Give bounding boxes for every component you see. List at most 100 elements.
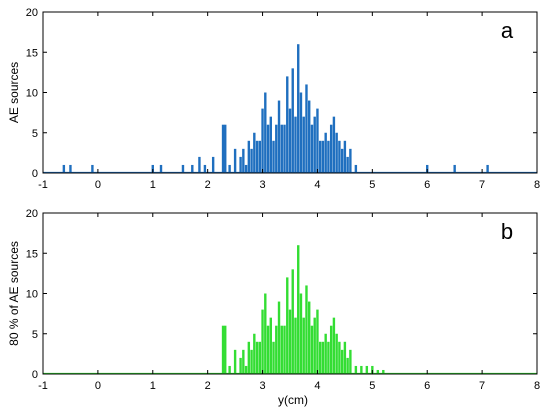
panel-b-bar [264, 293, 267, 374]
panel-b-bar [253, 333, 256, 374]
panel-b-bar [313, 317, 316, 374]
panel-b-bar [316, 309, 319, 374]
panel-b-bar [321, 341, 325, 374]
panel-a-bar [302, 116, 305, 173]
panel-a-bar [308, 100, 311, 173]
panel-b-bar [255, 341, 259, 374]
panel-b-y-tick-label: 20 [26, 208, 38, 220]
panel-b-bar [228, 365, 231, 374]
panel-b-bar [343, 341, 347, 374]
panel-a-bar [258, 140, 262, 173]
panel-b-bar [382, 369, 385, 374]
panel-a-bar [283, 124, 286, 173]
panel-a-bar [327, 140, 330, 173]
panel-b-bar [338, 341, 341, 374]
panel-b-x-tick-label: 5 [369, 380, 375, 392]
panel-a-x-tick-label: 6 [424, 179, 430, 191]
panel-a-panel-label: a [501, 18, 514, 43]
panel-a-bar [239, 156, 242, 173]
panel-b-bar [318, 341, 322, 374]
panel-b-bar [261, 309, 264, 374]
panel-a-bar [321, 140, 325, 173]
panel-b-x-tick-label: -1 [38, 380, 48, 392]
panel-b-bar [302, 317, 305, 374]
panel-b-bar [332, 317, 336, 374]
panel-b-bar [275, 325, 278, 374]
panel-b-bar [329, 325, 333, 374]
panel-b-bar [280, 325, 283, 374]
panel-a-bar [244, 164, 248, 173]
panel-a-bar [294, 116, 297, 173]
panel-a-x-tick-label: 4 [314, 179, 320, 191]
panel-b-x-tick-label: 8 [534, 380, 540, 392]
panel-b-y-tick-label: 5 [32, 329, 38, 341]
panel-a-bar [343, 140, 347, 173]
panel-a-bar [299, 92, 303, 173]
panel-a-bar [253, 132, 256, 173]
panel-a-bar [318, 140, 322, 173]
panel-a-y-tick-label: 5 [32, 128, 38, 140]
panel-a-bar [305, 84, 308, 173]
panel-b-bar [294, 317, 297, 374]
panel-a-bar [272, 140, 275, 173]
panel-a-bar [198, 156, 201, 173]
panel-a-y-axis-label: AE sources [7, 62, 21, 123]
panel-b-bar [233, 349, 237, 374]
panel-a-bar [332, 116, 336, 173]
panel-a-bar [310, 124, 314, 173]
panel-b-bar [371, 365, 374, 374]
panel-a-bar [69, 164, 72, 173]
panel-a-bar [233, 148, 237, 173]
panel-a-x-tick-label: -1 [38, 179, 48, 191]
panel-a-x-tick-label: 8 [534, 179, 540, 191]
panel-b-bar [310, 325, 314, 374]
panel-b-bar [258, 341, 262, 374]
panel-b-x-tick-label: 6 [424, 380, 430, 392]
panel-b-bar [291, 269, 294, 374]
panel-a-bar [255, 140, 259, 173]
panel-b-bar [335, 333, 338, 374]
panel-a-bar [266, 124, 270, 173]
panel-a-y-tick-label: 10 [26, 88, 38, 100]
panel-a-bar [340, 148, 344, 173]
panel-a-bar [242, 148, 245, 173]
panel-b-x-tick-label: 0 [95, 380, 101, 392]
panel-a-bar [191, 164, 194, 173]
panel-b-bar [269, 317, 272, 374]
panel-a-bar [228, 164, 231, 173]
panel-a-bar [221, 124, 225, 173]
panel-b-x-tick-label: 3 [259, 380, 265, 392]
panel-b-bar [288, 309, 292, 374]
panel-a-bar [335, 132, 338, 173]
panel-b-x-tick-label: 2 [205, 380, 211, 392]
panel-a-x-tick-label: 7 [479, 179, 485, 191]
panel-a-bar [181, 164, 185, 173]
panel-b-bar [365, 365, 369, 374]
panel-b-x-tick-label: 4 [314, 380, 320, 392]
panel-b-bar [244, 365, 248, 374]
panel-b-bar [305, 285, 308, 374]
panel-a-bar [324, 132, 327, 173]
panel-b-panel-label: b [501, 219, 513, 244]
panel-a-bar [269, 116, 272, 173]
panel-b-bar [224, 325, 227, 374]
panel-a-bar [354, 164, 358, 173]
panel-b-bar [324, 333, 327, 374]
panel-a-bar [203, 164, 207, 173]
panel-b-y-axis-label: 80 % of AE sources [7, 241, 21, 346]
panel-a-bar [62, 164, 66, 173]
panel-b-bar [283, 325, 286, 374]
panel-b-bar [340, 349, 344, 374]
panel-a-bar [291, 68, 294, 173]
panel-a-bar [159, 164, 163, 173]
panel-b-bar [242, 349, 245, 374]
panel-a-bar [224, 124, 227, 173]
panel-b-bar [239, 357, 242, 374]
panel-b-x-tick-label: 7 [479, 380, 485, 392]
panel-a-x-tick-label: 5 [369, 179, 375, 191]
panel-a-x-tick-label: 2 [205, 179, 211, 191]
panel-b-bar [308, 301, 311, 374]
panel-a-bar [151, 164, 154, 173]
panel-a-y-tick-label: 20 [26, 7, 38, 19]
